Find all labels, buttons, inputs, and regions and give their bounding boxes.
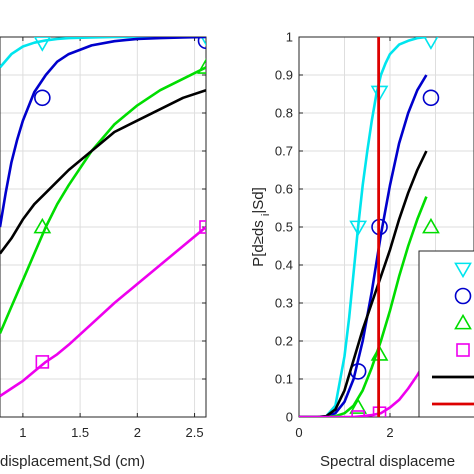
y-tick-label: 0.9	[275, 68, 293, 83]
series-marker-2	[33, 217, 52, 234]
legend-marker-3	[456, 343, 470, 357]
series-line-2	[299, 196, 428, 417]
series-line-0	[299, 37, 427, 417]
series-line-4	[299, 359, 428, 417]
y-tick-label: 0.5	[275, 220, 293, 235]
y-tick-label: 0.3	[275, 296, 293, 311]
right-chart-panel: 0 2 0 0.1 0.2 0.3 0.4 0.5 0.6 0.7 0.8 0.9 1	[275, 30, 474, 440]
x-tick-label: 2.5	[186, 425, 204, 440]
series-line-1	[0, 37, 206, 228]
y-tick-label: 0.2	[275, 334, 293, 349]
y-tick-label: 0.7	[275, 144, 293, 159]
x-tick-label: 2	[386, 425, 393, 440]
series-marker-4	[35, 355, 50, 369]
series-marker-1	[422, 89, 440, 107]
series-marker-1	[34, 89, 51, 107]
series-marker-0	[349, 220, 368, 237]
x-tick-label: 2	[134, 425, 141, 440]
y-tick-label: 0.4	[275, 258, 293, 273]
right-y-axis-label-main: P[d≥ds	[250, 220, 267, 267]
series-line-3	[0, 88, 206, 255]
series-marker-0	[33, 37, 51, 52]
y-tick-label: 0.8	[275, 106, 293, 121]
y-tick-label: 1	[286, 30, 293, 45]
legend-marker-1	[454, 287, 472, 305]
left-chart-panel: 1 1.5 2 2.5	[0, 36, 207, 440]
x-tick-label: 1.5	[71, 425, 89, 440]
series-marker-0	[423, 37, 439, 50]
right-y-axis-label: P[d≥ds i|Sd]	[250, 187, 272, 267]
left-x-axis-label: displacement,Sd (cm)	[0, 453, 145, 470]
series-marker-2	[422, 217, 440, 234]
grid	[0, 36, 206, 418]
series-marker-1	[197, 37, 206, 50]
series-marker-4	[199, 220, 206, 234]
right-y-axis-label-subscript: i	[260, 214, 272, 216]
legend-marker-2	[454, 313, 472, 330]
series-line-3	[299, 150, 428, 417]
legend-marker-0	[454, 262, 472, 279]
series-marker-4	[351, 410, 365, 417]
x-tick-label: 0	[295, 425, 302, 440]
right-y-axis-label-rest: |Sd]	[250, 187, 267, 213]
y-tick-label: 0	[286, 410, 293, 425]
series-group	[0, 37, 206, 398]
series-line-4	[0, 225, 206, 398]
y-tick-label: 0.6	[275, 182, 293, 197]
y-tick-label: 0.1	[275, 372, 293, 387]
series-line-0	[0, 37, 206, 69]
right-x-axis-label: Spectral displaceme	[320, 453, 455, 470]
series-line-2	[0, 66, 206, 334]
legend-box	[418, 250, 474, 418]
legend	[418, 250, 474, 418]
series-group	[299, 37, 440, 417]
x-tick-label: 1	[19, 425, 26, 440]
series-marker-2	[197, 58, 206, 74]
series-marker-2	[349, 398, 368, 414]
chart-overlay: displacement,Sd (cm) Spectral displaceme…	[0, 187, 455, 470]
